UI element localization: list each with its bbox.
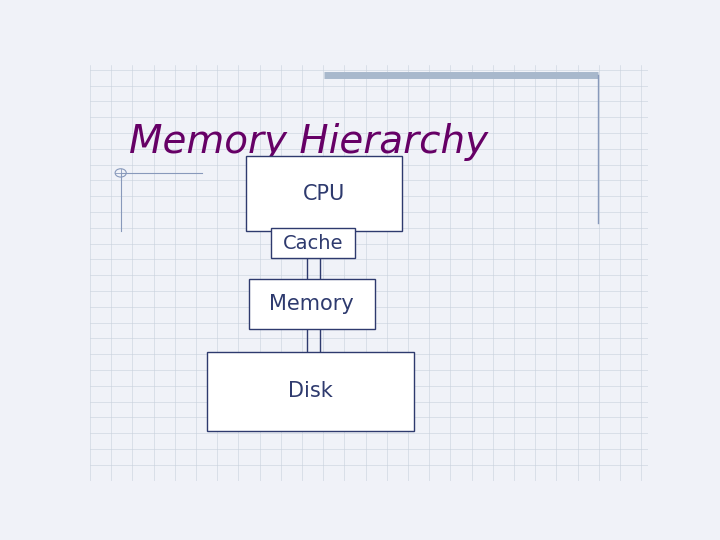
Text: CPU: CPU xyxy=(303,184,346,204)
Bar xyxy=(246,156,402,231)
Text: Memory Hierarchy: Memory Hierarchy xyxy=(129,123,488,161)
Text: Memory: Memory xyxy=(269,294,354,314)
Text: Cache: Cache xyxy=(283,234,343,253)
Bar xyxy=(271,228,355,258)
Text: Disk: Disk xyxy=(288,381,333,401)
Bar xyxy=(207,352,413,431)
Bar xyxy=(249,279,374,329)
